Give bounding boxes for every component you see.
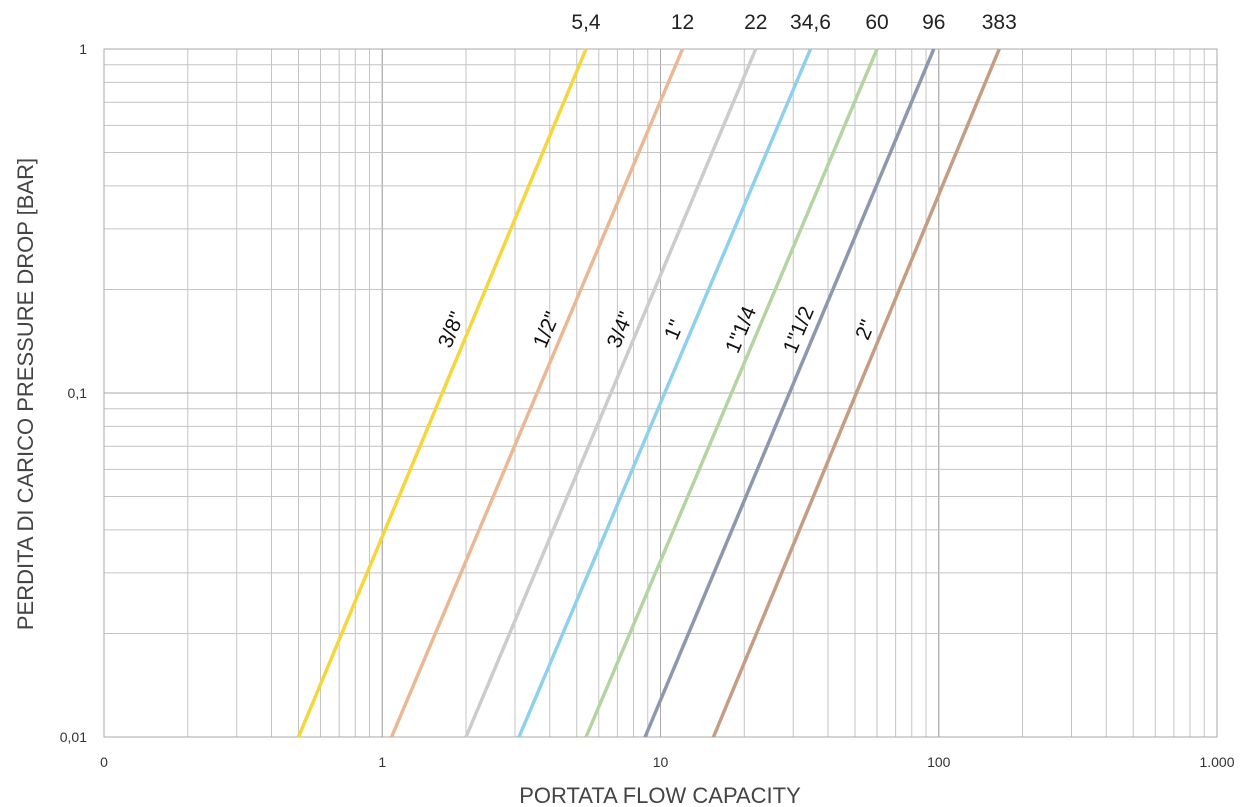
kv-label-2: 22: [744, 11, 767, 34]
x-tick-labels: 0 1 10 100 1.000: [100, 754, 1235, 770]
series-lines: [296, 48, 1001, 738]
kv-label-0: 5,4: [571, 11, 601, 34]
kv-labels: 5,4 12 22 34,6 60 96 383: [571, 11, 1016, 34]
y-tick-label-0: 0,01: [60, 729, 87, 745]
kv-label-1: 12: [671, 11, 694, 34]
x-tick-label-0: 0: [100, 754, 108, 770]
series-label-3: 1": [660, 317, 689, 344]
series-line-4: [584, 48, 879, 738]
series-label-5: 1"1/2: [779, 303, 819, 356]
grid: [103, 48, 1218, 738]
series-line-5: [643, 48, 936, 738]
x-tick-label-4: 1.000: [1199, 754, 1234, 770]
kv-label-3: 34,6: [790, 11, 831, 34]
series-line-1: [389, 48, 685, 738]
y-tick-label-1: 0,1: [68, 385, 88, 401]
series-labels: 3/8" 1/2" 3/4" 1" 1"1/4 1"1/2 2": [434, 303, 880, 357]
x-tick-label-3: 100: [927, 754, 951, 770]
series-line-6: [711, 48, 1001, 738]
y-tick-labels: 0,01 0,1 1: [60, 41, 87, 745]
kv-label-6: 383: [982, 11, 1017, 34]
series-label-6: 2": [851, 317, 880, 343]
y-axis-title: PERDITA DI CARICO PRESSURE DROP [BAR]: [13, 158, 38, 630]
x-tick-label-1: 1: [378, 754, 386, 770]
plot-frame: [103, 48, 1218, 738]
series-label-4: 1"1/4: [721, 303, 761, 357]
x-tick-label-2: 10: [653, 754, 669, 770]
series-line-3: [517, 48, 813, 738]
x-axis-title: PORTATA FLOW CAPACITY: [519, 783, 801, 807]
kv-label-4: 60: [865, 11, 888, 34]
series-line-2: [464, 48, 758, 738]
kv-label-5: 96: [922, 11, 945, 34]
series-line-0: [296, 48, 588, 738]
y-tick-label-2: 1: [79, 41, 87, 57]
